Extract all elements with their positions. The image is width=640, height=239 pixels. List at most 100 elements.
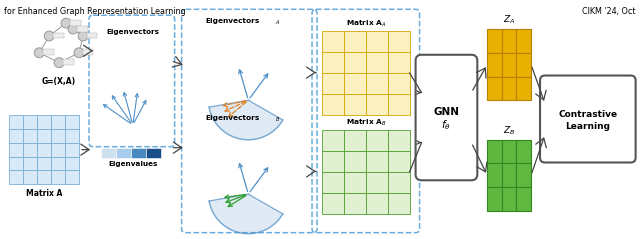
Circle shape: [61, 18, 71, 28]
Bar: [116, 148, 131, 158]
Bar: [10, 115, 23, 129]
Bar: [344, 31, 366, 52]
Bar: [502, 76, 516, 100]
FancyBboxPatch shape: [43, 49, 54, 55]
Polygon shape: [209, 100, 283, 140]
FancyBboxPatch shape: [83, 49, 93, 55]
FancyBboxPatch shape: [415, 55, 477, 180]
Bar: [131, 148, 146, 158]
Text: $_A$: $_A$: [275, 18, 280, 27]
Text: Eigenvalues: Eigenvalues: [108, 161, 157, 167]
Bar: [516, 140, 531, 163]
Bar: [502, 53, 516, 76]
Text: Eigenvectors: Eigenvectors: [106, 29, 159, 35]
Circle shape: [78, 31, 88, 41]
Bar: [487, 53, 502, 76]
Bar: [51, 115, 65, 129]
Text: $Z_B$: $Z_B$: [503, 124, 515, 137]
FancyBboxPatch shape: [52, 33, 63, 38]
Bar: [344, 193, 366, 214]
Text: Matrix A$_A$: Matrix A$_A$: [346, 19, 386, 29]
Text: Eigenvectors: Eigenvectors: [205, 115, 260, 121]
Bar: [10, 143, 23, 157]
FancyBboxPatch shape: [63, 59, 74, 65]
Bar: [388, 52, 410, 73]
Bar: [322, 193, 344, 214]
Text: Learning: Learning: [565, 122, 611, 131]
Bar: [516, 53, 531, 76]
Bar: [51, 157, 65, 170]
Bar: [344, 172, 366, 193]
Bar: [388, 31, 410, 52]
Bar: [487, 76, 502, 100]
Bar: [487, 187, 502, 211]
Text: Matrix A$_B$: Matrix A$_B$: [346, 118, 386, 128]
Bar: [366, 151, 388, 172]
Bar: [487, 140, 502, 163]
Bar: [487, 29, 502, 53]
Bar: [366, 130, 388, 151]
FancyBboxPatch shape: [70, 20, 81, 26]
Bar: [388, 94, 410, 115]
Bar: [65, 129, 79, 143]
Bar: [322, 94, 344, 115]
Bar: [23, 170, 37, 184]
Bar: [51, 170, 65, 184]
Bar: [37, 115, 51, 129]
Text: Eigenvectors: Eigenvectors: [205, 18, 260, 24]
FancyBboxPatch shape: [86, 33, 97, 38]
Bar: [344, 94, 366, 115]
Bar: [344, 130, 366, 151]
Text: G=(X,A): G=(X,A): [42, 77, 76, 87]
Bar: [10, 157, 23, 170]
Bar: [366, 31, 388, 52]
FancyBboxPatch shape: [540, 76, 636, 163]
Text: Contrastive: Contrastive: [558, 109, 618, 119]
Bar: [344, 73, 366, 94]
Text: for Enhanced Graph Representation Learning: for Enhanced Graph Representation Learni…: [4, 7, 186, 16]
Bar: [366, 52, 388, 73]
Bar: [322, 151, 344, 172]
Bar: [10, 170, 23, 184]
Bar: [502, 140, 516, 163]
Bar: [37, 129, 51, 143]
Bar: [51, 143, 65, 157]
Bar: [366, 172, 388, 193]
FancyBboxPatch shape: [77, 26, 88, 32]
Bar: [516, 76, 531, 100]
Text: $_B$: $_B$: [275, 115, 280, 124]
Bar: [23, 157, 37, 170]
Bar: [388, 151, 410, 172]
Bar: [502, 163, 516, 187]
Bar: [388, 73, 410, 94]
Polygon shape: [209, 194, 283, 234]
Bar: [101, 148, 116, 158]
Bar: [37, 170, 51, 184]
Text: $f_\theta$: $f_\theta$: [442, 119, 451, 132]
Bar: [10, 129, 23, 143]
Text: GNN: GNN: [433, 107, 460, 117]
Bar: [146, 148, 161, 158]
Bar: [502, 187, 516, 211]
Bar: [23, 143, 37, 157]
Bar: [37, 157, 51, 170]
Circle shape: [44, 31, 54, 41]
Bar: [487, 163, 502, 187]
Bar: [502, 29, 516, 53]
Bar: [322, 172, 344, 193]
Bar: [65, 170, 79, 184]
Bar: [65, 115, 79, 129]
Bar: [37, 143, 51, 157]
Bar: [23, 115, 37, 129]
Bar: [322, 52, 344, 73]
Bar: [388, 130, 410, 151]
Bar: [322, 130, 344, 151]
Bar: [344, 151, 366, 172]
Bar: [366, 193, 388, 214]
Bar: [65, 143, 79, 157]
Text: Matrix A: Matrix A: [26, 189, 62, 198]
Bar: [23, 129, 37, 143]
Bar: [65, 157, 79, 170]
Circle shape: [54, 58, 64, 68]
Bar: [51, 129, 65, 143]
